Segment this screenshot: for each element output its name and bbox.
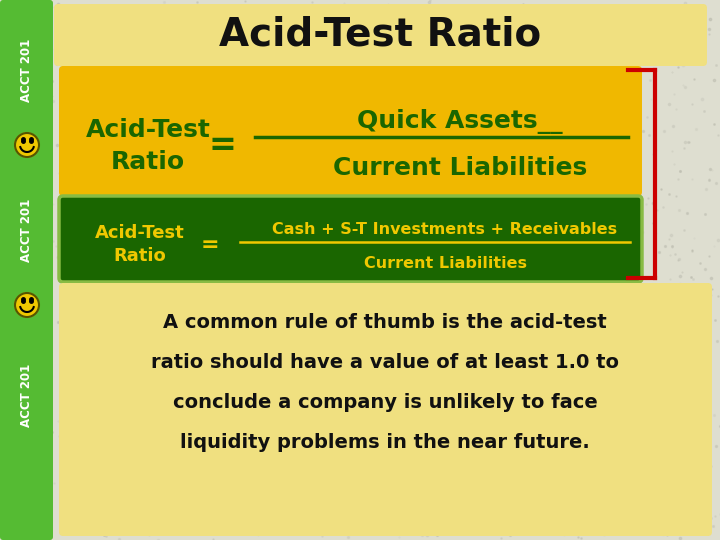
Text: =: = [208,130,236,163]
Text: ACCT 201: ACCT 201 [20,38,34,102]
FancyBboxPatch shape [59,196,642,282]
Text: A common rule of thumb is the acid-test: A common rule of thumb is the acid-test [163,313,607,332]
Text: Acid-Test: Acid-Test [86,118,210,142]
Circle shape [15,133,39,157]
Circle shape [15,293,39,317]
Text: Current Liabilities: Current Liabilities [364,255,526,271]
FancyBboxPatch shape [59,66,642,196]
Text: ratio should have a value of at least 1.0 to: ratio should have a value of at least 1.… [151,353,619,372]
Text: Ratio: Ratio [114,247,166,265]
Text: Current Liabilities: Current Liabilities [333,156,587,180]
Polygon shape [3,3,52,537]
Text: Acid-Test Ratio: Acid-Test Ratio [219,16,541,54]
Text: =: = [201,235,220,255]
Text: conclude a company is unlikely to face: conclude a company is unlikely to face [173,393,598,411]
FancyBboxPatch shape [54,4,707,66]
FancyBboxPatch shape [59,283,712,536]
Text: Quick Assets__: Quick Assets__ [357,110,563,134]
Text: Acid-Test: Acid-Test [95,224,185,242]
Text: ACCT 201: ACCT 201 [20,363,34,427]
Text: ACCT 201: ACCT 201 [20,198,34,261]
FancyBboxPatch shape [0,0,53,540]
Text: liquidity problems in the near future.: liquidity problems in the near future. [180,433,590,451]
Text: Cash + S-T Investments + Receivables: Cash + S-T Investments + Receivables [272,222,618,238]
Text: Ratio: Ratio [111,150,185,174]
